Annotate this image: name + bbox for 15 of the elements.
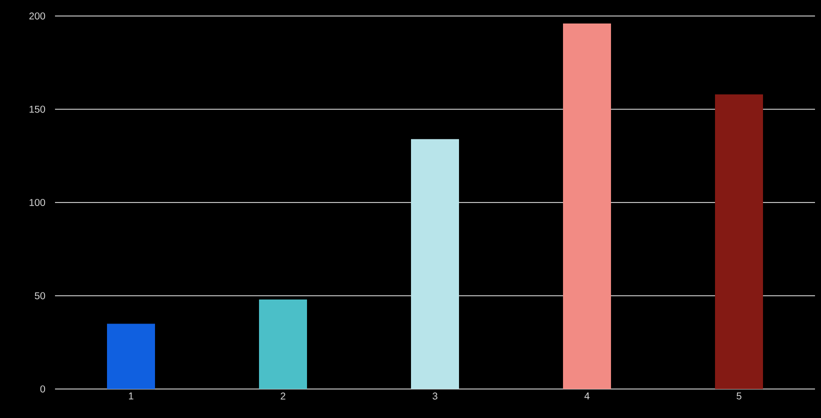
bar <box>259 299 308 389</box>
x-tick-label: 5 <box>736 392 742 400</box>
bar <box>411 139 460 389</box>
y-tick-label: 0 <box>40 385 46 393</box>
y-tick-label: 50 <box>34 292 46 300</box>
y-tick-label: 150 <box>30 106 46 113</box>
x-tick-label: 2 <box>280 392 286 400</box>
bar <box>563 23 612 389</box>
y-tick-label: 200 <box>29 12 46 20</box>
bar <box>107 324 156 389</box>
y-tick-label: 100 <box>30 198 46 206</box>
bar <box>715 94 764 389</box>
x-tick-label: 3 <box>432 392 438 400</box>
x-tick-label: 1 <box>128 392 134 400</box>
x-tick-label: 4 <box>584 392 590 400</box>
